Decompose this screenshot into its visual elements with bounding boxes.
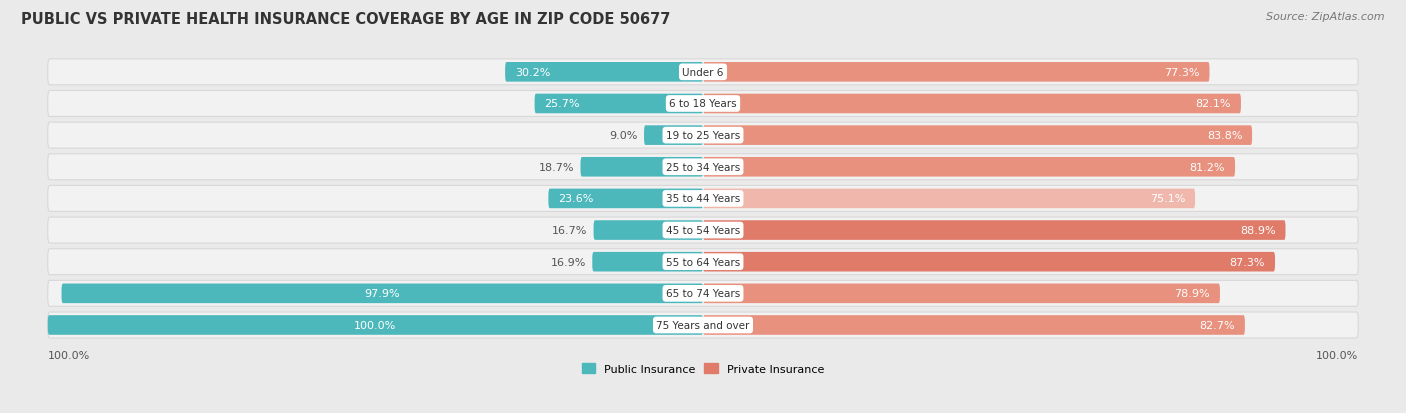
Text: 75.1%: 75.1%: [1150, 194, 1185, 204]
Text: 75 Years and over: 75 Years and over: [657, 320, 749, 330]
Text: 100.0%: 100.0%: [1316, 350, 1358, 360]
FancyBboxPatch shape: [48, 60, 1358, 85]
FancyBboxPatch shape: [703, 63, 1209, 83]
FancyBboxPatch shape: [48, 249, 1358, 275]
FancyBboxPatch shape: [48, 123, 1358, 149]
FancyBboxPatch shape: [703, 252, 1275, 272]
FancyBboxPatch shape: [534, 95, 703, 114]
Text: 83.8%: 83.8%: [1206, 131, 1243, 141]
Text: 18.7%: 18.7%: [538, 162, 574, 172]
FancyBboxPatch shape: [48, 281, 1358, 306]
Text: 30.2%: 30.2%: [515, 68, 550, 78]
Text: 82.7%: 82.7%: [1199, 320, 1234, 330]
FancyBboxPatch shape: [644, 126, 703, 145]
FancyBboxPatch shape: [48, 312, 1358, 338]
Text: 78.9%: 78.9%: [1174, 289, 1211, 299]
Text: 25 to 34 Years: 25 to 34 Years: [666, 162, 740, 172]
FancyBboxPatch shape: [48, 218, 1358, 243]
Text: 65 to 74 Years: 65 to 74 Years: [666, 289, 740, 299]
Text: 77.3%: 77.3%: [1164, 68, 1199, 78]
Text: 23.6%: 23.6%: [558, 194, 593, 204]
Text: 45 to 54 Years: 45 to 54 Years: [666, 225, 740, 235]
FancyBboxPatch shape: [703, 126, 1253, 145]
FancyBboxPatch shape: [592, 252, 703, 272]
FancyBboxPatch shape: [48, 316, 703, 335]
FancyBboxPatch shape: [505, 63, 703, 83]
Text: 25.7%: 25.7%: [544, 99, 579, 109]
FancyBboxPatch shape: [548, 189, 703, 209]
Legend: Public Insurance, Private Insurance: Public Insurance, Private Insurance: [578, 359, 828, 378]
Text: 82.1%: 82.1%: [1195, 99, 1232, 109]
Text: 97.9%: 97.9%: [364, 289, 401, 299]
FancyBboxPatch shape: [703, 221, 1285, 240]
FancyBboxPatch shape: [703, 316, 1244, 335]
Text: 9.0%: 9.0%: [609, 131, 637, 141]
Text: 88.9%: 88.9%: [1240, 225, 1275, 235]
FancyBboxPatch shape: [703, 95, 1241, 114]
Text: 16.7%: 16.7%: [551, 225, 588, 235]
Text: PUBLIC VS PRIVATE HEALTH INSURANCE COVERAGE BY AGE IN ZIP CODE 50677: PUBLIC VS PRIVATE HEALTH INSURANCE COVER…: [21, 12, 671, 27]
FancyBboxPatch shape: [48, 186, 1358, 212]
Text: 100.0%: 100.0%: [48, 350, 90, 360]
FancyBboxPatch shape: [593, 221, 703, 240]
Text: 16.9%: 16.9%: [550, 257, 586, 267]
FancyBboxPatch shape: [581, 158, 703, 177]
Text: 19 to 25 Years: 19 to 25 Years: [666, 131, 740, 141]
Text: 100.0%: 100.0%: [354, 320, 396, 330]
Text: Source: ZipAtlas.com: Source: ZipAtlas.com: [1267, 12, 1385, 22]
FancyBboxPatch shape: [703, 158, 1234, 177]
FancyBboxPatch shape: [48, 154, 1358, 180]
Text: Under 6: Under 6: [682, 68, 724, 78]
Text: 87.3%: 87.3%: [1230, 257, 1265, 267]
Text: 81.2%: 81.2%: [1189, 162, 1225, 172]
FancyBboxPatch shape: [48, 91, 1358, 117]
FancyBboxPatch shape: [703, 189, 1195, 209]
Text: 35 to 44 Years: 35 to 44 Years: [666, 194, 740, 204]
FancyBboxPatch shape: [62, 284, 703, 304]
Text: 6 to 18 Years: 6 to 18 Years: [669, 99, 737, 109]
Text: 55 to 64 Years: 55 to 64 Years: [666, 257, 740, 267]
FancyBboxPatch shape: [703, 284, 1220, 304]
